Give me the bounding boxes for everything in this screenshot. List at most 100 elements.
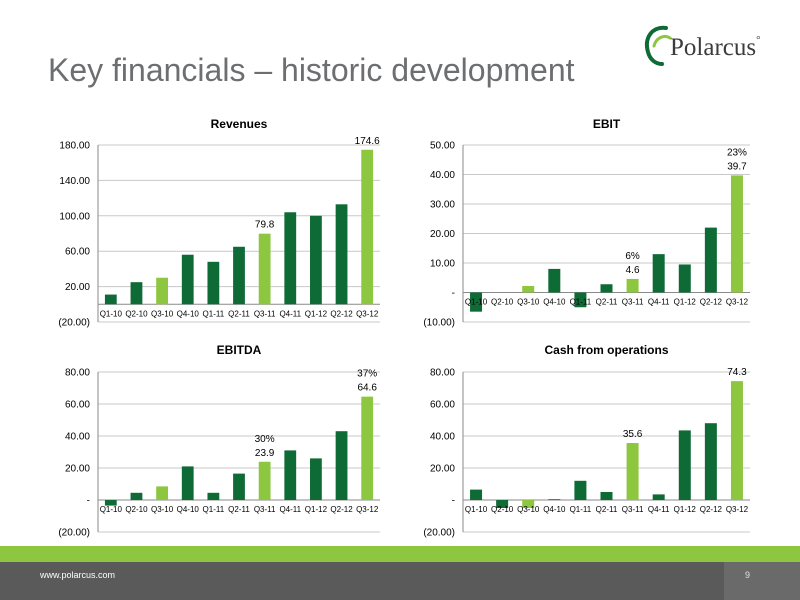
y-tick-label: 50.00 <box>430 141 455 152</box>
y-tick-label: 40.00 <box>430 432 455 443</box>
footer-page-box <box>724 562 800 600</box>
footer-green-band <box>0 546 800 562</box>
bar-q3-10 <box>156 486 168 500</box>
ebit-chart-svg: EBIT 50.00 40.00 30.00 20.00 10.00 - (10.00) Q1-… <box>423 117 750 329</box>
y-tick-label: 40.00 <box>430 170 455 181</box>
footer-url-link[interactable]: www.polarcus.com <box>40 570 116 580</box>
cash-from-operations-chart-svg: Cash from operations 80.00 60.00 40.00 20.00… <box>423 343 750 539</box>
bar-q2-12 <box>704 423 717 500</box>
x-tick-label: Q3-12 <box>356 309 379 318</box>
bar-q1-10 <box>104 294 117 305</box>
ebit-chart: EBIT 50.00 40.00 30.00 20.00 10.00 - (10.00) Q1-… <box>405 110 765 335</box>
bar-q1-12 <box>310 458 322 500</box>
y-tick-label: (20.00) <box>423 528 455 539</box>
y-tick-label: 40.00 <box>65 432 90 443</box>
x-tick-label: Q2-12 <box>330 505 353 514</box>
x-tick-label: Q4-11 <box>279 505 301 514</box>
bar-q3-12 <box>730 381 743 500</box>
x-tick-label: Q4-10 <box>177 309 200 318</box>
bar-q3-12 <box>361 396 374 500</box>
x-tick-label: Q1-12 <box>674 298 697 307</box>
data-label: 23.9 <box>255 448 275 459</box>
bar-q1-10 <box>470 489 483 500</box>
bar-q4-10 <box>181 466 194 500</box>
x-tick-label: Q3-10 <box>151 505 174 514</box>
y-tick-label: 60.00 <box>65 247 90 258</box>
bar-q4-11 <box>652 494 665 500</box>
x-tick-label: Q3-12 <box>726 298 749 307</box>
y-tick-label: - <box>87 496 90 507</box>
x-tick-label: Q3-11 <box>254 309 276 318</box>
x-tick-label: Q2-10 <box>491 298 514 307</box>
chart-title: Cash from operations <box>544 343 668 357</box>
x-tick-label: Q4-11 <box>648 505 670 514</box>
y-tick-label: (10.00) <box>423 318 455 329</box>
bar-q3-12 <box>730 175 743 293</box>
bar-q2-10 <box>496 500 509 508</box>
x-tick-label: Q1-12 <box>305 505 328 514</box>
x-tick-label: Q4-10 <box>177 505 200 514</box>
y-tick-label: 20.00 <box>65 282 90 293</box>
bar-q1-10 <box>104 500 117 506</box>
y-tick-label: 60.00 <box>65 400 90 411</box>
x-tick-label: Q3-11 <box>622 505 644 514</box>
bar-q3-11 <box>626 443 639 500</box>
y-tick-label: 20.00 <box>430 229 455 240</box>
bar-q2-11 <box>233 246 245 305</box>
x-tick-label: Q3-11 <box>254 505 276 514</box>
x-tick-label: Q2-11 <box>596 505 618 514</box>
bar-q4-10 <box>181 254 194 305</box>
margin-label: 37% <box>357 369 377 380</box>
bar-q4-10 <box>548 268 561 293</box>
bar-q2-10 <box>130 492 143 500</box>
x-tick-label: Q1-11 <box>570 505 592 514</box>
x-tick-label: Q1-11 <box>203 309 225 318</box>
x-tick-label: Q3-11 <box>622 298 644 307</box>
bar-q2-11 <box>233 473 245 500</box>
bar-q1-11 <box>574 292 587 308</box>
data-label: 174.6 <box>355 136 380 147</box>
y-tick-label: 20.00 <box>430 464 455 475</box>
x-tick-label: Q1-11 <box>203 505 225 514</box>
logo-wordmark: Polarcus° <box>670 34 761 61</box>
x-tick-label: Q4-10 <box>543 505 566 514</box>
data-label: 79.8 <box>255 220 275 231</box>
bar-q2-11 <box>600 284 613 293</box>
x-tick-label: Q3-10 <box>517 505 540 514</box>
page-number: 9 <box>745 570 751 580</box>
y-tick-label: 80.00 <box>430 368 455 379</box>
bar-q2-11 <box>600 492 613 500</box>
bar-q3-11 <box>258 461 271 500</box>
footer: www.polarcus.com 9 <box>0 546 800 600</box>
y-tick-label: (20.00) <box>58 318 90 329</box>
x-tick-label: Q3-12 <box>726 505 749 514</box>
y-tick-label: (20.00) <box>58 528 90 539</box>
x-tick-label: Q3-12 <box>356 505 379 514</box>
bar-q3-10 <box>522 500 535 508</box>
x-tick-label: Q1-10 <box>100 505 123 514</box>
bar-q4-11 <box>284 450 297 500</box>
x-tick-label: Q1-12 <box>305 309 328 318</box>
bar-q4-10 <box>548 499 561 500</box>
bar-q1-11 <box>207 492 220 500</box>
bar-q2-12 <box>704 227 717 293</box>
y-tick-label: 20.00 <box>65 464 90 475</box>
margin-label: 23% <box>727 147 747 158</box>
data-label: 74.3 <box>727 367 747 378</box>
y-tick-label: 140.00 <box>59 176 90 187</box>
x-tick-label: Q2-10 <box>125 309 148 318</box>
y-tick-label: 180.00 <box>59 141 90 152</box>
bar-q1-11 <box>574 480 587 500</box>
bar-q1-10 <box>470 292 483 312</box>
bar-q2-12 <box>335 431 348 500</box>
x-tick-label: Q2-12 <box>700 298 723 307</box>
x-tick-label: Q2-12 <box>700 505 723 514</box>
y-tick-label: - <box>452 288 455 299</box>
y-tick-label: 60.00 <box>430 400 455 411</box>
y-tick-label: - <box>452 496 455 507</box>
x-tick-label: Q1-11 <box>570 298 592 307</box>
chart-title: Revenues <box>211 117 268 131</box>
x-tick-label: Q4-11 <box>648 298 670 307</box>
bar-q3-10 <box>522 286 535 293</box>
data-label: 64.6 <box>357 383 377 394</box>
